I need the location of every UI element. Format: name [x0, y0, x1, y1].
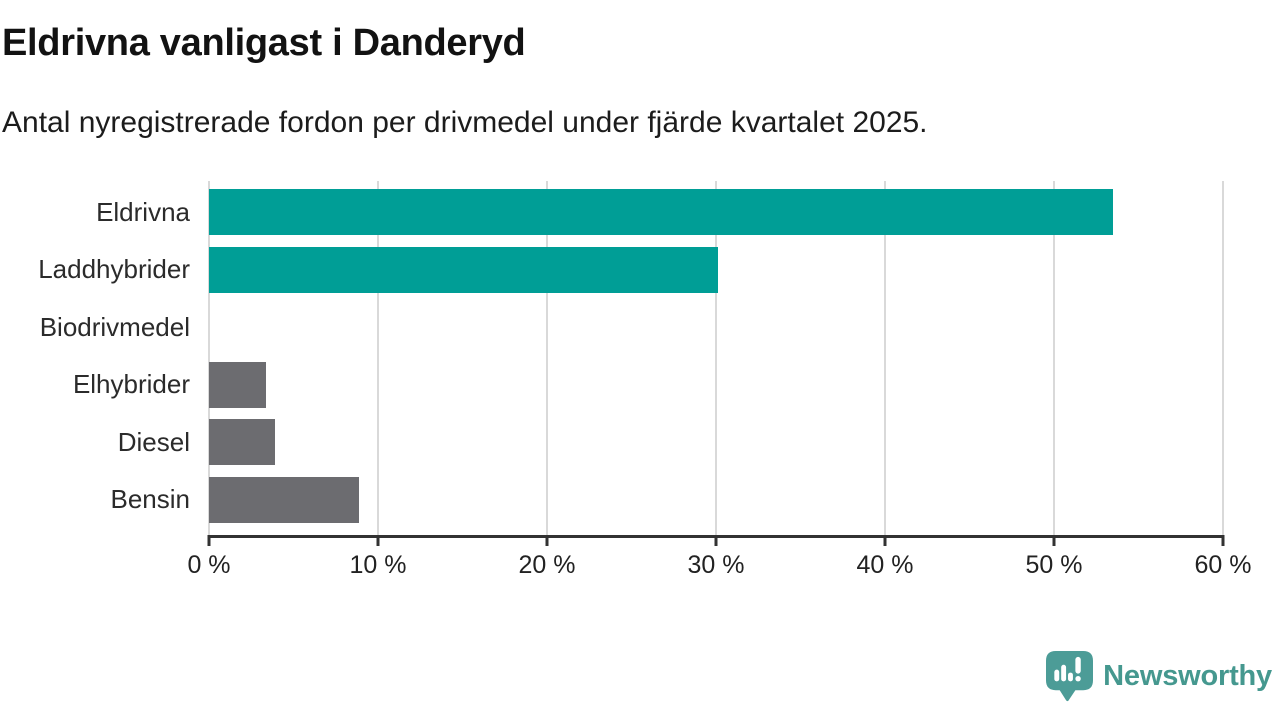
- x-tick-mark-40: [883, 535, 887, 546]
- x-tick-mark-0: [207, 535, 211, 546]
- chart-title: Eldrivna vanligast i Danderyd: [2, 22, 526, 64]
- x-tick-mark-60: [1221, 535, 1225, 546]
- bar-eldrivna: [209, 189, 1114, 235]
- plot-area: 0 % 10 % 20 % 30 % 40 % 50 % 60 %: [187, 181, 1251, 579]
- bar-row-elhybrider: [209, 361, 1223, 408]
- y-label-eldrivna: Eldrivna: [96, 196, 190, 227]
- y-label-biodrivmedel: Biodrivmedel: [39, 311, 190, 342]
- y-axis-labels: Eldrivna Laddhybrider Biodrivmedel Elhybrid…: [0, 181, 190, 535]
- gridline-50: [1053, 181, 1055, 535]
- brand-name: Newsworthy: [1103, 660, 1272, 692]
- x-tick-label-0: 0 %: [187, 551, 231, 579]
- y-label-bensin: Bensin: [110, 484, 191, 514]
- x-tick-mark-10: [376, 535, 380, 546]
- brand-footer: Newsworthy: [1046, 651, 1272, 702]
- x-tick-label-10: 10 %: [349, 551, 407, 579]
- bar-diesel: [209, 419, 275, 465]
- bar-row-bensin: [209, 476, 1223, 523]
- y-label-elhybrider: Elhybrider: [72, 369, 190, 399]
- y-label-diesel: Diesel: [117, 426, 190, 457]
- gridline-60: [1222, 181, 1224, 535]
- bar-bensin: [209, 476, 360, 523]
- bar-laddhybrider: [209, 246, 718, 293]
- gridline-30: [715, 181, 717, 535]
- x-tick-label-20: 20 %: [518, 551, 576, 579]
- x-tick-mark-20: [545, 535, 549, 546]
- bar-row-diesel: [209, 419, 1223, 465]
- chart-subtitle: Antal nyregistrerade fordon per drivmede…: [2, 106, 928, 139]
- x-tick-label-50: 50 %: [1025, 551, 1083, 579]
- bar-row-eldrivna: [209, 189, 1223, 235]
- y-label-laddhybrider: Laddhybrider: [38, 254, 190, 284]
- gridline-10: [377, 181, 379, 535]
- gridline-0: [208, 181, 210, 535]
- newsworthy-bubble-chart-icon: [1046, 651, 1094, 702]
- x-tick-mark-30: [714, 535, 718, 546]
- gridline-40: [884, 181, 886, 535]
- x-tick-mark-50: [1052, 535, 1056, 546]
- bar-row-biodrivmedel: [209, 304, 1223, 350]
- bar-row-laddhybrider: [209, 246, 1223, 293]
- x-tick-label-30: 30 %: [687, 551, 745, 579]
- x-tick-label-40: 40 %: [856, 551, 914, 579]
- gridline-20: [546, 181, 548, 535]
- bar-elhybrider: [209, 361, 267, 408]
- x-tick-label-60: 60 %: [1194, 551, 1252, 579]
